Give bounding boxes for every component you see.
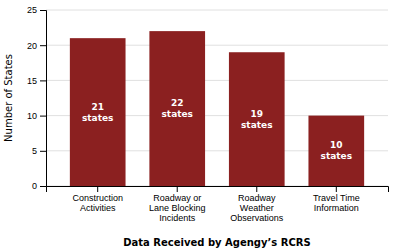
chart: 0 5 10 15 20 25 ConstructionActivities Roadway … [0, 0, 398, 250]
data-label-line: states [321, 151, 353, 161]
x-tick-label-line: Lane Blocking [149, 203, 206, 213]
x-tick-label-line: Incidents [159, 213, 196, 223]
x-tick: Travel TimeInformation [313, 186, 360, 213]
x-tick-label-line: Roadway or [153, 193, 201, 203]
y-tick-mark [40, 116, 46, 117]
x-tick: ConstructionActivities [72, 186, 123, 213]
bar [308, 116, 364, 186]
data-label-line: states [161, 109, 193, 119]
y-tick-mark [40, 80, 46, 81]
grid-line [46, 10, 388, 11]
y-tick-mark [40, 151, 46, 152]
data-label: 10states [321, 140, 353, 161]
bar [70, 38, 126, 186]
y-tick-label: 10 [27, 111, 37, 121]
y-tick-label: 0 [32, 181, 37, 191]
y-tick-mark [40, 45, 46, 46]
x-axis-line [47, 187, 389, 193]
y-tick-mark [40, 10, 46, 11]
y-tick-mark [40, 186, 46, 187]
y-tick: 5 [32, 146, 46, 156]
x-tick: RoadwayWeatherObservations [230, 186, 284, 223]
bars [70, 31, 364, 186]
x-tick-label-line: Roadway [238, 193, 276, 203]
data-label: 21states [82, 101, 114, 122]
bar [149, 31, 205, 186]
x-axis: ConstructionActivities Roadway orLane Blo… [47, 186, 389, 223]
data-label-line: states [241, 119, 273, 129]
x-tick-label-line: Information [314, 203, 359, 213]
y-tick-label: 15 [27, 76, 37, 86]
x-tick-mark [177, 186, 178, 192]
grid [46, 10, 388, 186]
y-tick: 15 [27, 76, 46, 86]
data-label-line: 22 [171, 98, 184, 108]
x-tick-label-line: Activities [80, 203, 116, 213]
data-labels: 21states22states19states10states [82, 98, 352, 161]
y-tick: 10 [27, 111, 46, 121]
y-tick-label: 5 [32, 146, 37, 156]
plot-area: 0 5 10 15 20 25 ConstructionActivities Roadway … [27, 5, 389, 223]
x-tick-label-line: Observations [230, 213, 284, 223]
data-label: 19states [241, 108, 273, 129]
bar [229, 52, 285, 186]
y-tick: 25 [27, 5, 46, 15]
y-axis: 0 5 10 15 20 25 [27, 5, 47, 191]
x-tick-label: Travel TimeInformation [313, 193, 360, 213]
y-tick-label: 20 [27, 41, 37, 51]
data-label-line: states [82, 112, 114, 122]
y-tick-label: 25 [27, 5, 37, 15]
data-label-line: 21 [91, 101, 104, 111]
x-axis-title: Data Received by Agengy’s RCRS [123, 237, 310, 248]
x-tick-mark [256, 186, 257, 192]
y-axis-title: Number of States [3, 54, 14, 142]
y-tick: 0 [32, 181, 46, 191]
x-tick-label: ConstructionActivities [72, 193, 123, 213]
x-tick-label-line: Weather [240, 203, 274, 213]
x-tick-label: RoadwayWeatherObservations [230, 193, 284, 223]
x-tick-label-line: Construction [72, 193, 123, 203]
data-label-line: 19 [251, 108, 264, 118]
x-tick: Roadway orLane BlockingIncidents [149, 186, 206, 223]
data-label-line: 10 [330, 140, 343, 150]
x-tick-label: Roadway orLane BlockingIncidents [149, 193, 206, 223]
x-tick-mark [97, 186, 98, 192]
y-axis-line [40, 11, 47, 187]
y-tick: 20 [27, 41, 46, 51]
x-tick-label-line: Travel Time [313, 193, 360, 203]
x-tick-mark [336, 186, 337, 192]
data-label: 22states [161, 98, 193, 119]
